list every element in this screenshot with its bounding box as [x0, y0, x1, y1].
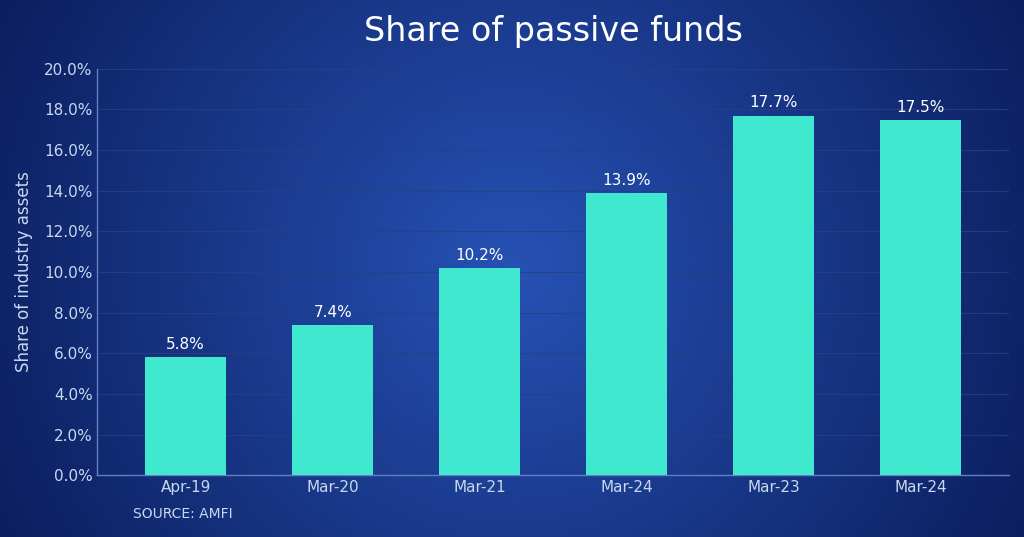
Text: 5.8%: 5.8%: [166, 337, 205, 352]
Text: SOURCE: AMFI: SOURCE: AMFI: [133, 507, 232, 521]
Bar: [733, 115, 814, 475]
Text: 17.7%: 17.7%: [750, 96, 798, 111]
Bar: [587, 193, 668, 475]
Y-axis label: Share of industry assets: Share of industry assets: [15, 172, 33, 373]
Text: 7.4%: 7.4%: [313, 305, 352, 320]
Text: 17.5%: 17.5%: [897, 99, 945, 114]
Bar: [292, 325, 373, 475]
Bar: [145, 358, 226, 475]
Text: 10.2%: 10.2%: [456, 248, 504, 263]
Bar: [881, 120, 962, 475]
Bar: [439, 268, 520, 475]
Title: Share of passive funds: Share of passive funds: [364, 15, 742, 48]
Text: 13.9%: 13.9%: [602, 173, 651, 188]
